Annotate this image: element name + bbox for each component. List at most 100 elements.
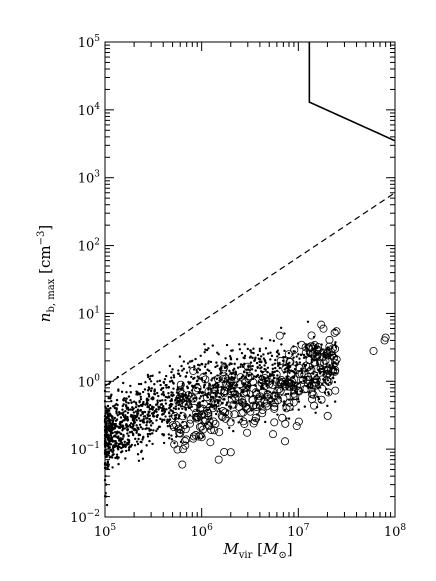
data-point-dot [247,365,250,369]
data-point-circle [314,343,323,352]
data-point-dot [326,404,329,408]
data-point-dot [128,445,131,448]
data-point-circle [218,407,227,416]
data-point-dot [207,402,211,406]
data-point-dot [250,351,253,354]
data-point-dot [200,412,204,416]
data-point-dot [125,422,128,426]
data-point-circle [308,395,317,404]
data-point-circle [206,438,215,447]
data-point-dot [167,433,171,436]
data-point-dot [115,412,118,415]
data-point-dot [244,386,247,389]
data-point-circle [189,366,198,375]
data-point-circle [234,402,243,411]
data-point-circle [292,422,301,431]
data-point-dot [168,364,172,368]
data-point-dot [252,351,255,355]
data-point-circle [243,362,252,371]
data-point-dot [293,350,296,353]
data-point-dot [142,417,145,421]
data-point-dot [139,398,143,401]
data-point-dot [170,434,173,437]
data-point-circle [310,371,319,380]
data-point-dot [140,404,144,408]
data-point-dot [149,424,153,427]
data-point-dot [237,421,240,424]
data-point-circle [323,351,332,360]
data-point-dot [121,404,124,408]
data-point-circle [281,437,290,446]
data-point-dot [129,408,132,411]
data-point-dot [283,349,286,353]
data-point-dot [231,349,234,352]
data-point-dot [116,436,119,440]
data-point-dot [229,407,232,410]
data-point-circle [311,381,320,390]
data-point-circle [281,419,290,428]
data-point-dot [298,357,301,360]
data-point-dot [138,400,141,404]
data-point-dot [112,418,115,421]
data-point-dot [206,368,209,371]
data-point-dot [152,414,155,418]
data-point-dot [247,395,251,398]
data-point-dot [156,391,159,395]
data-point-circle [199,425,208,434]
y-tick-label: 103 [78,170,101,187]
data-point-dot [164,415,167,418]
data-point-dot [124,416,128,419]
data-point-dot [160,387,164,390]
data-point-dot [111,416,114,419]
data-point-dot [312,342,315,345]
data-point-dot [111,440,115,443]
data-point-dot [159,383,162,387]
data-point-dot [147,410,150,413]
data-point-dot [258,349,262,353]
data-point-dot [111,427,115,430]
data-point-circle [381,333,390,342]
data-point-dot [146,432,150,436]
data-point-dot [228,354,232,358]
data-point-circle [297,369,306,378]
data-point-dot [148,429,151,432]
data-point-dot [217,353,220,356]
data-point-dot [128,431,132,434]
data-point-dot [188,360,192,363]
data-point-dot [297,353,300,356]
data-point-dot [138,393,141,396]
data-point-dot [283,368,287,371]
data-point-circle [234,392,243,401]
data-point-circle [204,409,213,418]
data-point-dot [305,352,309,355]
data-point-dot [115,398,119,402]
data-point-dot [266,352,270,355]
data-point-dot [255,361,259,365]
data-point-dot [167,395,170,398]
plot-frame [104,41,396,518]
data-point-circle [277,380,286,389]
data-point-circle [220,389,229,398]
data-point-dot [137,417,141,420]
data-point-circle [180,421,189,430]
data-point-dot [118,422,121,426]
data-point-circle [239,417,248,426]
data-point-dot [259,381,262,385]
data-point-dot [283,332,286,335]
data-point-circle [316,364,325,373]
data-point-dot [145,401,149,404]
data-point-dot [143,388,147,391]
data-point-dot [131,408,134,412]
data-point-dot [197,367,200,370]
data-point-circle [265,380,274,389]
data-point-circle [255,392,264,401]
data-point-dot [161,405,165,408]
data-point-dot [214,412,218,416]
x-tick-label: 108 [384,523,407,540]
data-point-dot [113,404,117,407]
data-point-dot [119,420,122,424]
data-point-dot [111,446,115,450]
data-point-dot [277,364,280,368]
data-point-dot [158,379,162,383]
